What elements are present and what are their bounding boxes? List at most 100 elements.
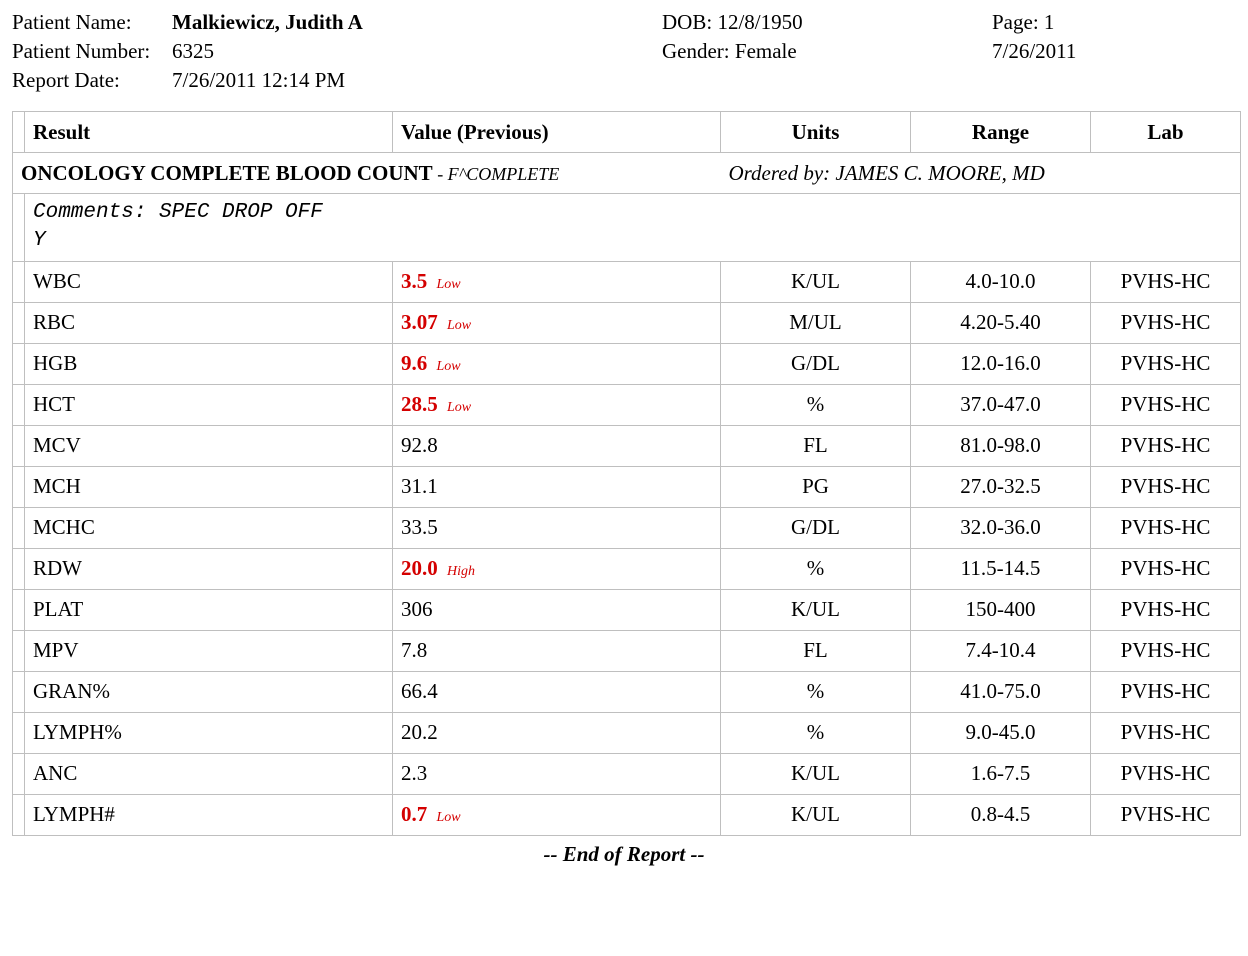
result-lab: PVHS-HC <box>1091 630 1241 671</box>
table-row: MPV7.8FL7.4-10.4PVHS-HC <box>13 630 1241 671</box>
comments-label: Comments: <box>33 201 146 224</box>
result-lab: PVHS-HC <box>1091 466 1241 507</box>
col-units: Units <box>721 112 911 153</box>
result-lab: PVHS-HC <box>1091 343 1241 384</box>
results-table: Result Value (Previous) Units Range Lab … <box>12 111 1241 836</box>
panel-subtitle: - F^COMPLETE <box>433 164 560 184</box>
result-lab: PVHS-HC <box>1091 712 1241 753</box>
gender: Gender: Female <box>662 39 992 64</box>
result-value: 33.5 <box>393 507 721 548</box>
result-lab: PVHS-HC <box>1091 671 1241 712</box>
result-name: ANC <box>25 753 393 794</box>
result-range: 9.0-45.0 <box>911 712 1091 753</box>
col-value: Value (Previous) <box>393 112 721 153</box>
table-row: HCT28.5 Low%37.0-47.0PVHS-HC <box>13 384 1241 425</box>
col-result: Result <box>25 112 393 153</box>
result-name: HGB <box>25 343 393 384</box>
table-row: LYMPH#0.7 LowK/UL0.8-4.5PVHS-HC <box>13 794 1241 835</box>
result-name: MCHC <box>25 507 393 548</box>
result-name: WBC <box>25 261 393 302</box>
result-range: 81.0-98.0 <box>911 425 1091 466</box>
patient-number: 6325 <box>172 39 662 64</box>
result-range: 12.0-16.0 <box>911 343 1091 384</box>
result-lab: PVHS-HC <box>1091 261 1241 302</box>
result-range: 4.20-5.40 <box>911 302 1091 343</box>
result-range: 41.0-75.0 <box>911 671 1091 712</box>
table-header-row: Result Value (Previous) Units Range Lab <box>13 112 1241 153</box>
comments-line2: Y <box>33 229 46 252</box>
result-name: LYMPH# <box>25 794 393 835</box>
result-units: M/UL <box>721 302 911 343</box>
result-range: 4.0-10.0 <box>911 261 1091 302</box>
table-row: LYMPH%20.2%9.0-45.0PVHS-HC <box>13 712 1241 753</box>
result-range: 0.8-4.5 <box>911 794 1091 835</box>
result-units: K/UL <box>721 794 911 835</box>
result-range: 32.0-36.0 <box>911 507 1091 548</box>
result-units: PG <box>721 466 911 507</box>
result-lab: PVHS-HC <box>1091 425 1241 466</box>
result-units: G/DL <box>721 343 911 384</box>
result-name: MPV <box>25 630 393 671</box>
table-row: RDW20.0 High%11.5-14.5PVHS-HC <box>13 548 1241 589</box>
result-value: 20.2 <box>393 712 721 753</box>
ordered-by: JAMES C. MOORE, MD <box>835 161 1044 185</box>
result-name: LYMPH% <box>25 712 393 753</box>
result-value: 28.5 Low <box>393 384 721 425</box>
dob: DOB: 12/8/1950 <box>662 10 992 35</box>
patient-number-label: Patient Number: <box>12 39 172 64</box>
result-units: % <box>721 548 911 589</box>
result-range: 37.0-47.0 <box>911 384 1091 425</box>
col-range: Range <box>911 112 1091 153</box>
table-row: MCV92.8FL81.0-98.0PVHS-HC <box>13 425 1241 466</box>
result-range: 11.5-14.5 <box>911 548 1091 589</box>
result-range: 1.6-7.5 <box>911 753 1091 794</box>
panel-title: ONCOLOGY COMPLETE BLOOD COUNT <box>21 161 433 185</box>
result-units: K/UL <box>721 261 911 302</box>
result-name: MCH <box>25 466 393 507</box>
result-units: % <box>721 384 911 425</box>
table-row: WBC3.5 LowK/UL4.0-10.0PVHS-HC <box>13 261 1241 302</box>
table-row: HGB9.6 LowG/DL12.0-16.0PVHS-HC <box>13 343 1241 384</box>
result-name: HCT <box>25 384 393 425</box>
result-name: RBC <box>25 302 393 343</box>
comments-line1: SPEC DROP OFF <box>159 201 323 224</box>
result-lab: PVHS-HC <box>1091 794 1241 835</box>
result-units: % <box>721 671 911 712</box>
result-lab: PVHS-HC <box>1091 548 1241 589</box>
table-row: RBC3.07 LowM/UL4.20-5.40PVHS-HC <box>13 302 1241 343</box>
report-date: 7/26/2011 12:14 PM <box>172 68 662 93</box>
result-value: 92.8 <box>393 425 721 466</box>
table-row: MCH31.1PG27.0-32.5PVHS-HC <box>13 466 1241 507</box>
table-row: MCHC33.5G/DL32.0-36.0PVHS-HC <box>13 507 1241 548</box>
result-value: 0.7 Low <box>393 794 721 835</box>
result-units: K/UL <box>721 589 911 630</box>
result-lab: PVHS-HC <box>1091 753 1241 794</box>
result-value: 20.0 High <box>393 548 721 589</box>
table-row: PLAT306K/UL150-400PVHS-HC <box>13 589 1241 630</box>
result-lab: PVHS-HC <box>1091 589 1241 630</box>
result-name: GRAN% <box>25 671 393 712</box>
result-name: RDW <box>25 548 393 589</box>
result-value: 7.8 <box>393 630 721 671</box>
result-value: 3.5 Low <box>393 261 721 302</box>
panel-comments-row: Comments: SPEC DROP OFF Y <box>13 194 1241 262</box>
result-lab: PVHS-HC <box>1091 507 1241 548</box>
result-value: 306 <box>393 589 721 630</box>
result-range: 27.0-32.5 <box>911 466 1091 507</box>
result-units: FL <box>721 425 911 466</box>
result-value: 31.1 <box>393 466 721 507</box>
result-units: % <box>721 712 911 753</box>
result-lab: PVHS-HC <box>1091 384 1241 425</box>
result-name: MCV <box>25 425 393 466</box>
result-lab: PVHS-HC <box>1091 302 1241 343</box>
result-units: G/DL <box>721 507 911 548</box>
ordered-by-label: Ordered by: <box>729 161 831 185</box>
result-name: PLAT <box>25 589 393 630</box>
result-value: 3.07 Low <box>393 302 721 343</box>
patient-name-label: Patient Name: <box>12 10 172 35</box>
report-header: Patient Name: Malkiewicz, Judith A DOB: … <box>12 10 1236 93</box>
page: Page: 1 <box>992 10 1192 35</box>
panel-title-row: ONCOLOGY COMPLETE BLOOD COUNT - F^COMPLE… <box>13 153 1241 194</box>
result-units: K/UL <box>721 753 911 794</box>
print-date: 7/26/2011 <box>992 39 1192 64</box>
